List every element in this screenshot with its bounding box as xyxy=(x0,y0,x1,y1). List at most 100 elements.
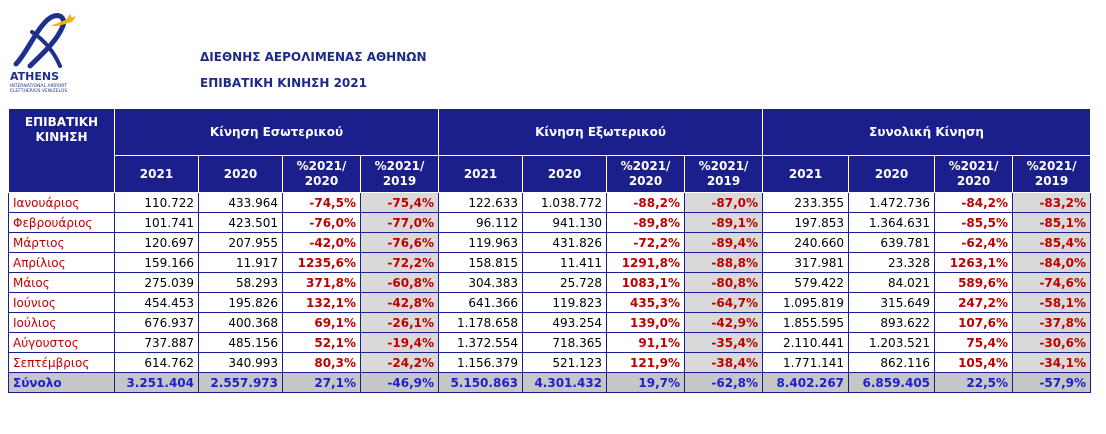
value-cell: 110.722 xyxy=(114,192,199,213)
column-header: %2021/2020 xyxy=(282,155,361,193)
value-cell: 718.365 xyxy=(522,332,608,353)
value-cell: -89,8% xyxy=(606,212,686,233)
logo-subtitle: INTERNATIONAL AIRPORT ELEFTHERIOS VENIZE… xyxy=(10,84,68,94)
column-header: 2021 xyxy=(438,155,524,193)
value-cell: 122.633 xyxy=(438,192,524,213)
value-cell: -84,2% xyxy=(934,192,1014,213)
month-cell: Απρίλιος xyxy=(8,252,115,273)
value-cell: -58,1% xyxy=(1012,292,1092,313)
total-value-cell: 22,5% xyxy=(934,372,1014,393)
value-cell: -60,8% xyxy=(359,272,440,293)
column-header: 2020 xyxy=(848,155,936,193)
value-cell: -74,6% xyxy=(1012,272,1092,293)
value-cell: 454.453 xyxy=(114,292,199,313)
group-header-total: Συνολική Κίνηση xyxy=(762,108,1092,156)
value-cell: -80,8% xyxy=(684,272,764,293)
value-cell: -85,4% xyxy=(1012,232,1092,253)
value-cell: 641.366 xyxy=(438,292,524,313)
value-cell: 485.156 xyxy=(198,332,283,353)
value-cell: -76,6% xyxy=(359,232,440,253)
total-value-cell: 8.402.267 xyxy=(762,372,850,393)
airport-logo: ATHENS INTERNATIONAL AIRPORT ELEFTHERIOS… xyxy=(10,12,80,94)
value-cell: 941.130 xyxy=(522,212,608,233)
value-cell: 197.853 xyxy=(762,212,850,233)
value-cell: 589,6% xyxy=(934,272,1014,293)
total-value-cell: 27,1% xyxy=(282,372,361,393)
value-cell: 91,1% xyxy=(606,332,686,353)
value-cell: 105,4% xyxy=(934,352,1014,373)
value-cell: -89,1% xyxy=(684,212,764,233)
value-cell: 247,2% xyxy=(934,292,1014,313)
value-cell: 371,8% xyxy=(282,272,361,293)
table-row: Ιούνιος 454.453 195.826 132,1% -42,8% 641.366… xyxy=(8,292,1092,313)
table-row: Σεπτέμβριος 614.762 340.993 80,3% -24,2% 1.15… xyxy=(8,352,1092,373)
value-cell: -85,1% xyxy=(1012,212,1092,233)
value-cell: 120.697 xyxy=(114,232,199,253)
group-header-international: Κίνηση Εξωτερικού xyxy=(438,108,764,156)
passenger-traffic-table: ΕΠΙΒΑΤΙΚΗ ΚΙΝΗΣΗ Κίνηση Εσωτερικού Κίνησ… xyxy=(8,108,1092,393)
value-cell: -87,0% xyxy=(684,192,764,213)
value-cell: 25.728 xyxy=(522,272,608,293)
value-cell: -89,4% xyxy=(684,232,764,253)
value-cell: -62,4% xyxy=(934,232,1014,253)
value-cell: -84,0% xyxy=(1012,252,1092,273)
month-cell: Ιούνιος xyxy=(8,292,115,313)
corner-header: ΕΠΙΒΑΤΙΚΗ ΚΙΝΗΣΗ xyxy=(8,108,115,193)
value-cell: -19,4% xyxy=(359,332,440,353)
value-cell: -74,5% xyxy=(282,192,361,213)
value-cell: 493.254 xyxy=(522,312,608,333)
value-cell: -24,2% xyxy=(359,352,440,373)
total-label-cell: Σύνολο xyxy=(8,372,115,393)
value-cell: 233.355 xyxy=(762,192,850,213)
page-subtitle: ΕΠΙΒΑΤΙΚΗ ΚΙΝΗΣΗ 2021 xyxy=(200,76,367,90)
value-cell: 96.112 xyxy=(438,212,524,233)
value-cell: -72,2% xyxy=(359,252,440,273)
value-cell: 240.660 xyxy=(762,232,850,253)
value-cell: 107,6% xyxy=(934,312,1014,333)
value-cell: 121,9% xyxy=(606,352,686,373)
column-header: 2020 xyxy=(522,155,608,193)
value-cell: 119.963 xyxy=(438,232,524,253)
value-cell: 2.110.441 xyxy=(762,332,850,353)
value-cell: 579.422 xyxy=(762,272,850,293)
value-cell: -76,0% xyxy=(282,212,361,233)
value-cell: 58.293 xyxy=(198,272,283,293)
column-header-row: 2021 2020 %2021/2020 %2021/2019 2021 2020 %202… xyxy=(9,155,1092,193)
value-cell: 304.383 xyxy=(438,272,524,293)
value-cell: -83,2% xyxy=(1012,192,1092,213)
value-cell: 737.887 xyxy=(114,332,199,353)
value-cell: 132,1% xyxy=(282,292,361,313)
value-cell: 52,1% xyxy=(282,332,361,353)
column-header: 2020 xyxy=(198,155,283,193)
month-cell: Φεβρουάριος xyxy=(8,212,115,233)
value-cell: 159.166 xyxy=(114,252,199,273)
total-value-cell: -46,9% xyxy=(359,372,440,393)
table-row: Απρίλιος 159.166 11.917 1235,6% -72,2% 158.81… xyxy=(8,252,1092,273)
column-header: 2021 xyxy=(762,155,850,193)
value-cell: 1291,8% xyxy=(606,252,686,273)
total-value-cell: -57,9% xyxy=(1012,372,1092,393)
value-cell: 1.364.631 xyxy=(848,212,936,233)
value-cell: 1.855.595 xyxy=(762,312,850,333)
value-cell: -77,0% xyxy=(359,212,440,233)
value-cell: -42,8% xyxy=(359,292,440,313)
column-header: %2021/2019 xyxy=(684,155,764,193)
value-cell: 431.826 xyxy=(522,232,608,253)
value-cell: 80,3% xyxy=(282,352,361,373)
column-header: %2021/2020 xyxy=(606,155,686,193)
value-cell: 84.021 xyxy=(848,272,936,293)
value-cell: -34,1% xyxy=(1012,352,1092,373)
value-cell: -38,4% xyxy=(684,352,764,373)
total-value-cell: 2.557.973 xyxy=(198,372,283,393)
value-cell: -26,1% xyxy=(359,312,440,333)
group-header-row: ΕΠΙΒΑΤΙΚΗ ΚΙΝΗΣΗ Κίνηση Εσωτερικού Κίνησ… xyxy=(8,108,1092,193)
value-cell: 158.815 xyxy=(438,252,524,273)
total-value-cell: 4.301.432 xyxy=(522,372,608,393)
value-cell: -85,5% xyxy=(934,212,1014,233)
value-cell: 119.823 xyxy=(522,292,608,313)
value-cell: 614.762 xyxy=(114,352,199,373)
logo-word: ATHENS xyxy=(10,70,60,83)
value-cell: 400.368 xyxy=(198,312,283,333)
value-cell: -75,4% xyxy=(359,192,440,213)
value-cell: 1.372.554 xyxy=(438,332,524,353)
